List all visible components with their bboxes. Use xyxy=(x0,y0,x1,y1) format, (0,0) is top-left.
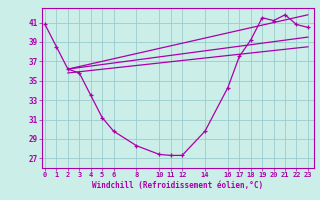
X-axis label: Windchill (Refroidissement éolien,°C): Windchill (Refroidissement éolien,°C) xyxy=(92,181,263,190)
